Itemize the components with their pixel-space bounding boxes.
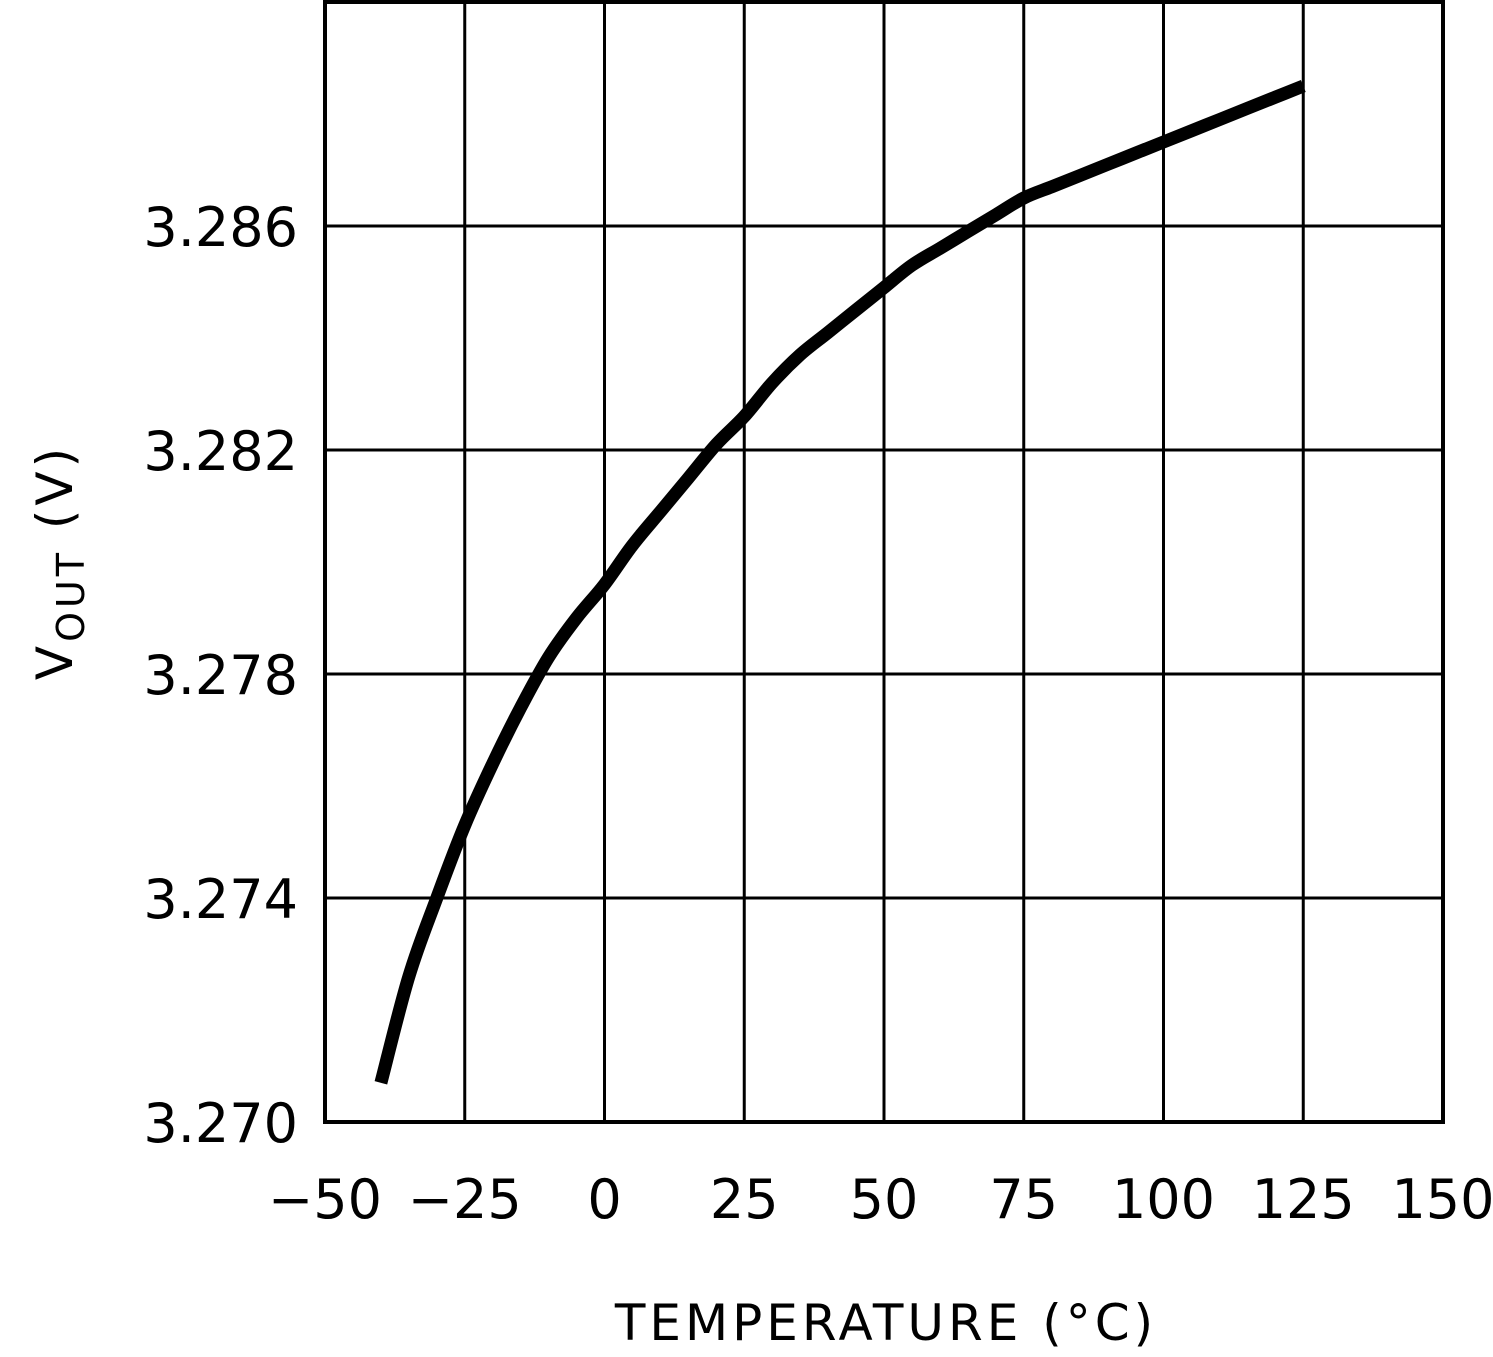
x-axis-title: TEMPERATURE (°C) (614, 1294, 1157, 1352)
y-tick-label: 3.282 (143, 420, 298, 483)
plot-area-frame (323, 0, 1445, 1124)
x-tick-labels: −50 −25 0 25 50 75 100 125 150 (268, 1168, 1493, 1231)
y-axis-title-unit: (V) (26, 444, 84, 549)
y-tick-label: 3.278 (143, 644, 298, 707)
x-tick-label: 75 (989, 1168, 1058, 1231)
x-tick-label: −25 (408, 1168, 522, 1231)
x-tick-label: 25 (710, 1168, 779, 1231)
y-tick-label: 3.274 (143, 868, 298, 931)
y-axis-title-main: V (26, 642, 84, 680)
x-tick-label: 150 (1391, 1168, 1493, 1231)
x-tick-label: 100 (1112, 1168, 1215, 1231)
grid-lines (325, 2, 1443, 1122)
y-tick-label: 3.270 (143, 1092, 298, 1155)
series-line (374, 79, 1306, 1085)
x-tick-label: 125 (1252, 1168, 1355, 1231)
x-tick-label: −50 (268, 1168, 382, 1231)
y-tick-label: 3.286 (143, 196, 298, 259)
x-tick-label: 50 (850, 1168, 919, 1231)
y-tick-labels: 3.270 3.274 3.278 3.282 3.286 (143, 196, 298, 1155)
x-tick-label: 0 (587, 1168, 621, 1231)
y-axis-title-subscript: OUT (49, 549, 93, 642)
series-layer (374, 79, 1306, 1085)
y-axis-title: VOUT (V) (26, 444, 93, 680)
